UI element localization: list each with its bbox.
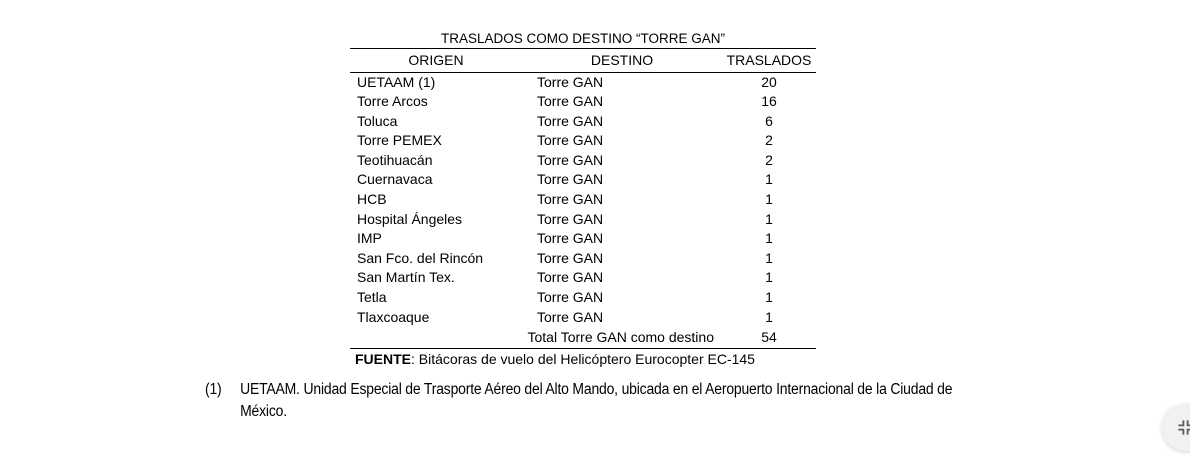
destino-cell: Torre GAN [537,269,604,286]
destino-cell: Torre GAN [537,210,604,227]
table-row: IMP Torre GAN 1 [350,229,816,249]
header-row: ORIGEN DESTINO TRASLADOS [350,49,816,73]
traslados-cell: 2 [765,151,773,168]
table-row: Tlaxcoaque Torre GAN 1 [350,308,816,328]
traslados-cell: 1 [765,210,773,227]
column-header-origen: ORIGEN [350,49,522,73]
origen-cell: San Fco. del Rincón [357,249,484,266]
destino-cell: Torre GAN [537,112,604,129]
footnote: (1) UETAAM. Unidad Especial de Trasporte… [205,379,1087,422]
data-table: ORIGEN DESTINO TRASLADOS UETAAM (1) Torr… [350,49,816,349]
origen-cell: Toluca [357,112,398,129]
origen-cell: Cuernavaca [357,171,433,188]
traslados-cell: 1 [765,230,773,247]
destino-cell: Torre GAN [537,230,604,247]
origen-cell: Torre Arcos [357,93,428,110]
source-line: FUENTE: Bitácoras de vuelo del Helicópte… [350,349,816,369]
origen-cell: IMP [357,230,382,247]
traslados-cell: 1 [765,249,773,266]
traslados-cell: 20 [761,73,777,90]
traslados-cell: 2 [765,132,773,149]
origen-cell: HCB [357,191,387,208]
destino-cell: Torre GAN [537,249,604,266]
table-row: San Fco. del Rincón Torre GAN 1 [350,249,816,269]
destino-cell: Torre GAN [537,191,604,208]
traslados-cell: 1 [765,191,773,208]
table-title: TRASLADOS COMO DESTINO “TORRE GAN” [350,30,816,49]
table-row: UETAAM (1) Torre GAN 20 [350,72,816,92]
table-row: San Martín Tex. Torre GAN 1 [350,268,816,288]
table-row: Tetla Torre GAN 1 [350,288,816,308]
table-row: HCB Torre GAN 1 [350,190,816,210]
table-row: Cuernavaca Torre GAN 1 [350,170,816,190]
destino-cell: Torre GAN [537,93,604,110]
traslados-cell: 6 [765,112,773,129]
collapse-button[interactable] [1162,404,1190,451]
traslados-cell: 1 [765,171,773,188]
footnote-marker: (1) [205,381,222,398]
origen-cell: UETAAM (1) [357,73,436,90]
column-header-traslados: TRASLADOS [722,49,816,73]
traslados-table: TRASLADOS COMO DESTINO “TORRE GAN” ORIGE… [350,30,816,369]
origen-cell: Torre PEMEX [357,132,442,149]
traslados-cell: 1 [765,308,773,325]
origen-cell: Tetla [357,289,387,306]
table-row: Teotihuacán Torre GAN 2 [350,151,816,171]
origen-cell: Tlaxcoaque [357,308,430,325]
destino-cell: Torre GAN [537,289,604,306]
total-value: 54 [722,327,816,349]
source-label: FUENTE [355,350,411,367]
source-text: : Bitácoras de vuelo del Helicóptero Eur… [411,350,755,367]
table-body: UETAAM (1) Torre GAN 20 Torre Arcos Torr… [350,72,816,327]
compress-icon [1178,420,1190,435]
table-row: Toluca Torre GAN 6 [350,112,816,132]
destino-cell: Torre GAN [537,151,604,168]
origen-cell: San Martín Tex. [357,269,455,286]
destino-cell: Torre GAN [537,132,604,149]
table-row: Torre PEMEX Torre GAN 2 [350,131,816,151]
destino-cell: Torre GAN [537,73,604,90]
traslados-cell: 1 [765,289,773,306]
column-header-destino: DESTINO [522,49,722,73]
table-row: Hospital Ángeles Torre GAN 1 [350,210,816,230]
destino-cell: Torre GAN [537,171,604,188]
footnote-text: UETAAM. Unidad Especial de Trasporte Aér… [240,381,953,420]
total-label: Total Torre GAN como destino [350,327,722,349]
traslados-cell: 1 [765,269,773,286]
origen-cell: Hospital Ángeles [357,210,463,227]
total-row: Total Torre GAN como destino 54 [350,327,816,349]
table-row: Torre Arcos Torre GAN 16 [350,92,816,112]
origen-cell: Teotihuacán [357,151,433,168]
traslados-cell: 16 [761,93,777,110]
destino-cell: Torre GAN [537,308,604,325]
